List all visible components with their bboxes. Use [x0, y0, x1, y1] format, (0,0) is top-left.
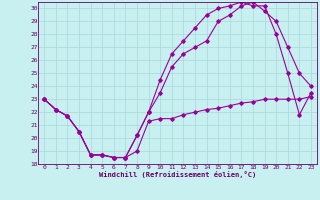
X-axis label: Windchill (Refroidissement éolien,°C): Windchill (Refroidissement éolien,°C): [99, 171, 256, 178]
